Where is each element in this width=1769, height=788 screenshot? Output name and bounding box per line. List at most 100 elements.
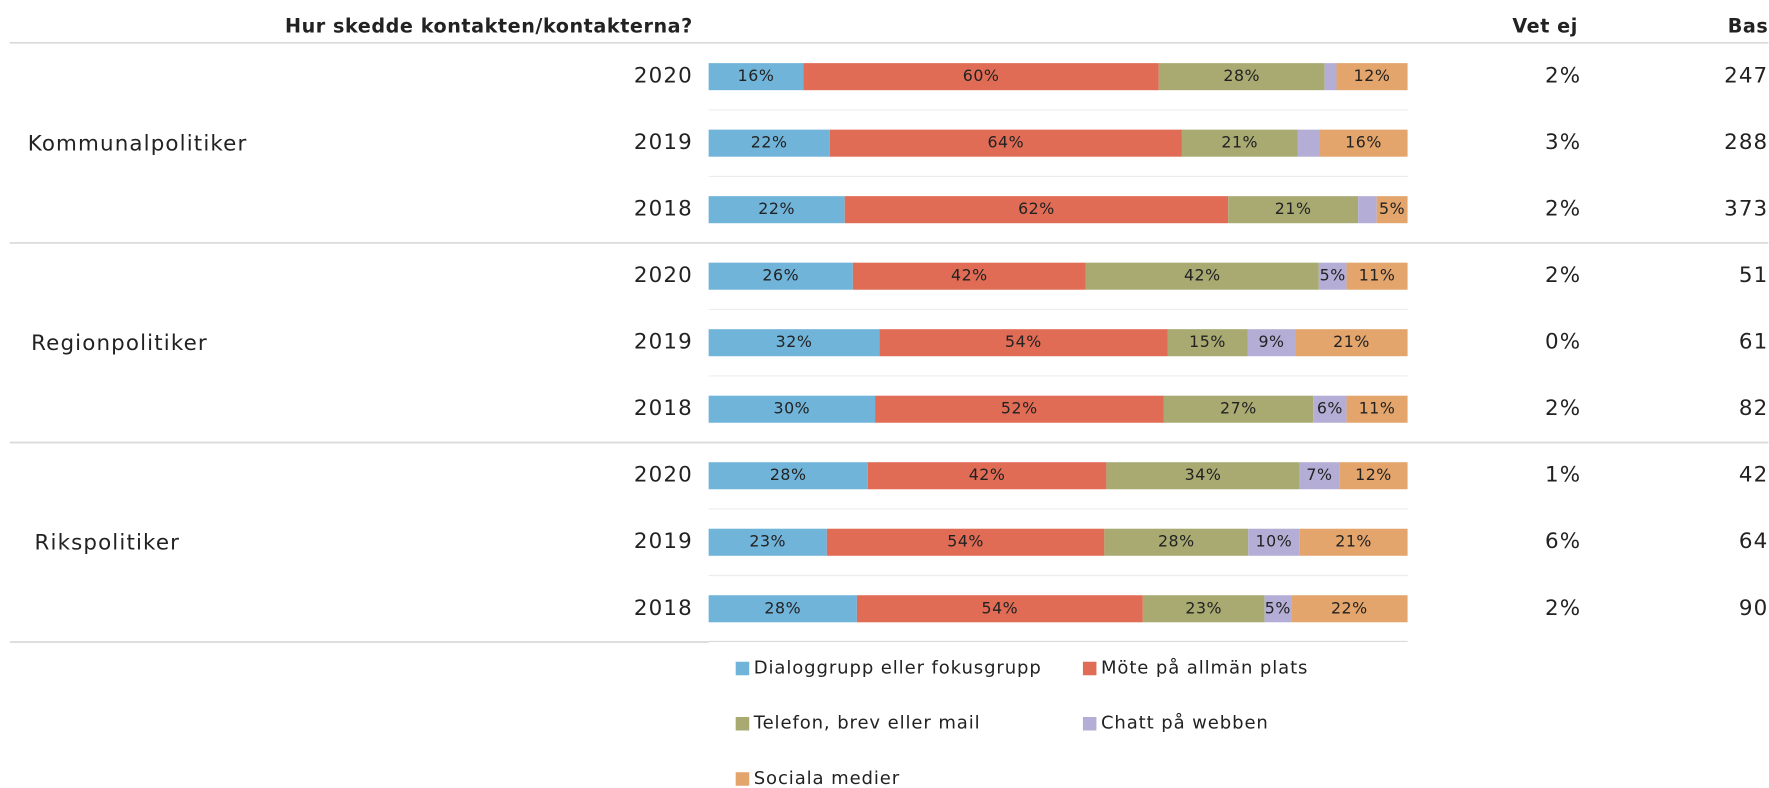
data-label: 5% xyxy=(1320,266,1346,285)
bar-segment xyxy=(1085,262,1319,290)
bas-value: 51 xyxy=(1739,263,1769,288)
bar-segment xyxy=(1346,262,1408,290)
data-label: 62% xyxy=(1018,199,1055,218)
bas-value: 288 xyxy=(1724,130,1768,155)
data-label: 64% xyxy=(987,133,1024,152)
year-label: 2018 xyxy=(634,596,693,621)
group-label: Regionpolitiker xyxy=(31,331,208,356)
vet-ej-value: 1% xyxy=(1545,463,1581,488)
data-label: 28% xyxy=(770,465,807,484)
data-label: 21% xyxy=(1335,532,1372,551)
vet-ej-value: 2% xyxy=(1545,396,1581,421)
year-label: 2018 xyxy=(634,396,693,421)
vet-ej-value: 3% xyxy=(1545,130,1581,155)
data-label: 21% xyxy=(1221,133,1258,152)
year-label: 2020 xyxy=(634,463,693,488)
data-label: 22% xyxy=(1331,598,1368,617)
bar-segment xyxy=(1106,462,1300,490)
data-label: 12% xyxy=(1355,465,1392,484)
bar-segment xyxy=(1295,329,1408,357)
data-label: 26% xyxy=(762,266,799,285)
bar-segment xyxy=(708,595,857,623)
bar-segment xyxy=(1324,63,1337,91)
bar-segment xyxy=(1339,462,1408,490)
data-label: 54% xyxy=(1005,332,1042,351)
bar-segment xyxy=(1247,329,1296,357)
column-header: Vet ej xyxy=(1512,15,1578,38)
legend-label: Sociala medier xyxy=(754,768,900,788)
data-label: 16% xyxy=(1345,133,1382,152)
data-label: 42% xyxy=(1184,266,1221,285)
bas-value: 61 xyxy=(1739,330,1769,355)
data-label: 34% xyxy=(1185,465,1222,484)
bar-segment xyxy=(826,528,1105,556)
legend-swatch xyxy=(735,716,750,731)
data-label: 21% xyxy=(1275,199,1312,218)
group-label: Rikspolitiker xyxy=(34,530,180,555)
year-label: 2019 xyxy=(634,330,693,355)
bar-segment xyxy=(803,63,1159,91)
bas-value: 373 xyxy=(1724,197,1768,222)
bar-segment xyxy=(879,329,1168,357)
data-label: 6% xyxy=(1317,399,1343,418)
bar-segment xyxy=(1319,129,1408,157)
legend-label: Dialoggrupp eller fokusgrupp xyxy=(754,658,1042,679)
bar-segment xyxy=(1167,329,1248,357)
bar-segment xyxy=(708,262,853,290)
data-label: 28% xyxy=(764,598,801,617)
bas-value: 42 xyxy=(1739,463,1769,488)
bar-segment xyxy=(708,395,876,423)
legend-swatch xyxy=(735,661,750,676)
data-label: 30% xyxy=(773,399,810,418)
bar-segment xyxy=(1163,395,1314,423)
bar-segment xyxy=(867,462,1107,490)
bar-segment xyxy=(1376,196,1408,224)
bar-segment xyxy=(829,129,1182,157)
bar-segment xyxy=(1104,528,1249,556)
bar-segment xyxy=(856,595,1143,623)
bar-segment xyxy=(708,528,827,556)
bar-segment xyxy=(852,262,1086,290)
vet-ej-value: 2% xyxy=(1545,64,1581,89)
vet-ej-value: 2% xyxy=(1545,263,1581,288)
data-label: 12% xyxy=(1354,66,1391,85)
bar-segment xyxy=(708,63,804,91)
bar-segment xyxy=(1181,129,1298,157)
bar-segment xyxy=(1297,129,1320,157)
bar-segment xyxy=(1318,262,1347,290)
bar-segment xyxy=(1158,63,1325,91)
data-label: 28% xyxy=(1223,66,1260,85)
data-label: 54% xyxy=(947,532,984,551)
data-label: 9% xyxy=(1258,332,1284,351)
data-label: 22% xyxy=(758,199,795,218)
bar-segment xyxy=(875,395,1164,423)
bas-value: 90 xyxy=(1739,596,1769,621)
data-label: 23% xyxy=(749,532,786,551)
data-label: 42% xyxy=(951,266,988,285)
data-label: 10% xyxy=(1256,532,1293,551)
data-label: 27% xyxy=(1220,399,1257,418)
vet-ej-value: 6% xyxy=(1545,529,1581,554)
bas-value: 247 xyxy=(1724,64,1768,89)
bar-segment xyxy=(1358,196,1377,224)
legend-label: Telefon, brev eller mail xyxy=(753,713,981,734)
bar-segment xyxy=(1264,595,1292,623)
bar-segment xyxy=(1313,395,1347,423)
data-label: 5% xyxy=(1265,598,1291,617)
bas-value: 82 xyxy=(1739,396,1769,421)
data-label: 32% xyxy=(776,332,813,351)
data-label: 22% xyxy=(751,133,788,152)
chart-title: Hur skedde kontakten/kontakterna? xyxy=(285,15,693,38)
bar-segment xyxy=(708,196,845,224)
data-label: 15% xyxy=(1189,332,1226,351)
data-label: 54% xyxy=(981,598,1018,617)
data-label: 23% xyxy=(1185,598,1222,617)
data-label: 11% xyxy=(1359,266,1396,285)
bar-segment xyxy=(1299,462,1340,490)
year-label: 2020 xyxy=(634,64,693,89)
data-label: 16% xyxy=(738,66,775,85)
vet-ej-value: 2% xyxy=(1545,197,1581,222)
bar-segment xyxy=(708,462,868,490)
data-label: 11% xyxy=(1359,399,1396,418)
